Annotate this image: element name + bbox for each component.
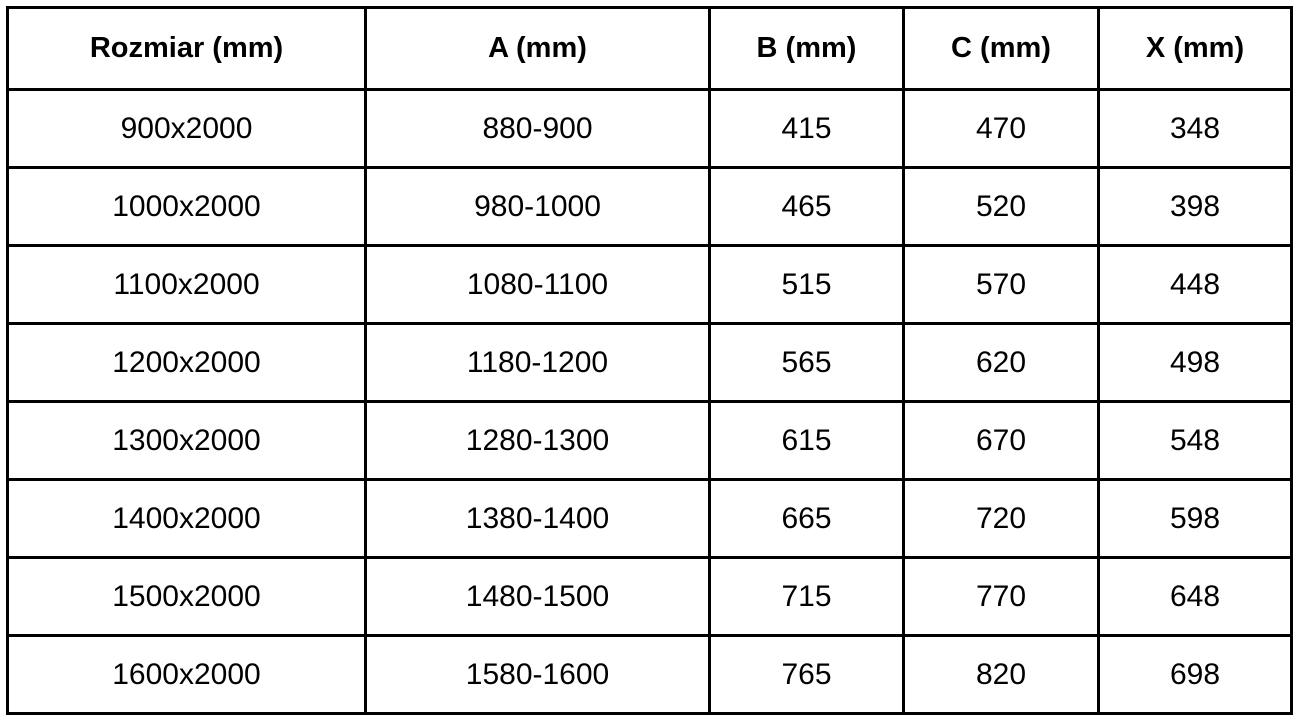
table-row: 1400x2000 1380-1400 665 720 598 — [6, 478, 1293, 559]
header-row: Rozmiar (mm) A (mm) B (mm) C (mm) X (mm) — [6, 6, 1293, 91]
table-cell: 615 — [708, 400, 905, 481]
table-cell: 665 — [708, 478, 905, 559]
table-row: 1300x2000 1280-1300 615 670 548 — [6, 400, 1293, 481]
table-cell: 670 — [902, 400, 1100, 481]
table-cell: 1600x2000 — [6, 634, 367, 715]
table-cell: 1180-1200 — [364, 322, 711, 403]
table-cell: 1080-1100 — [364, 244, 711, 325]
table-cell: 820 — [902, 634, 1100, 715]
table-cell: 598 — [1097, 478, 1293, 559]
table-cell: 698 — [1097, 634, 1293, 715]
table-cell: 398 — [1097, 166, 1293, 247]
column-header: X (mm) — [1097, 6, 1293, 91]
table-row: 1200x2000 1180-1200 565 620 498 — [6, 322, 1293, 403]
table-cell: 498 — [1097, 322, 1293, 403]
table-cell: 620 — [902, 322, 1100, 403]
table-cell: 980-1000 — [364, 166, 711, 247]
table-cell: 1200x2000 — [6, 322, 367, 403]
table-row: 1000x2000 980-1000 465 520 398 — [6, 166, 1293, 247]
table-cell: 1300x2000 — [6, 400, 367, 481]
table-cell: 515 — [708, 244, 905, 325]
table-row: 900x2000 880-900 415 470 348 — [6, 88, 1293, 169]
table-cell: 765 — [708, 634, 905, 715]
table-cell: 470 — [902, 88, 1100, 169]
table-body: 900x2000 880-900 415 470 348 1000x2000 980-100… — [6, 88, 1293, 715]
table-cell: 1480-1500 — [364, 556, 711, 637]
table-cell: 448 — [1097, 244, 1293, 325]
table-cell: 548 — [1097, 400, 1293, 481]
table-row: 1500x2000 1480-1500 715 770 648 — [6, 556, 1293, 637]
table-cell: 1280-1300 — [364, 400, 711, 481]
table-cell: 770 — [902, 556, 1100, 637]
table-cell: 565 — [708, 322, 905, 403]
table-cell: 1000x2000 — [6, 166, 367, 247]
table-cell: 1500x2000 — [6, 556, 367, 637]
column-header: A (mm) — [364, 6, 711, 91]
table-cell: 715 — [708, 556, 905, 637]
column-header: C (mm) — [902, 6, 1100, 91]
table-cell: 348 — [1097, 88, 1293, 169]
table-row: 1100x2000 1080-1100 515 570 448 — [6, 244, 1293, 325]
table-cell: 1380-1400 — [364, 478, 711, 559]
dimensions-table: Rozmiar (mm) A (mm) B (mm) C (mm) X (mm) 900… — [6, 6, 1293, 715]
table-cell: 1100x2000 — [6, 244, 367, 325]
table-cell: 720 — [902, 478, 1100, 559]
table-cell: 1400x2000 — [6, 478, 367, 559]
column-header: Rozmiar (mm) — [6, 6, 367, 91]
table-row: 1600x2000 1580-1600 765 820 698 — [6, 634, 1293, 715]
table-cell: 1580-1600 — [364, 634, 711, 715]
table-cell: 465 — [708, 166, 905, 247]
table-cell: 880-900 — [364, 88, 711, 169]
table-cell: 900x2000 — [6, 88, 367, 169]
table-cell: 415 — [708, 88, 905, 169]
column-header: B (mm) — [708, 6, 905, 91]
table-cell: 520 — [902, 166, 1100, 247]
table-cell: 648 — [1097, 556, 1293, 637]
table-cell: 570 — [902, 244, 1100, 325]
